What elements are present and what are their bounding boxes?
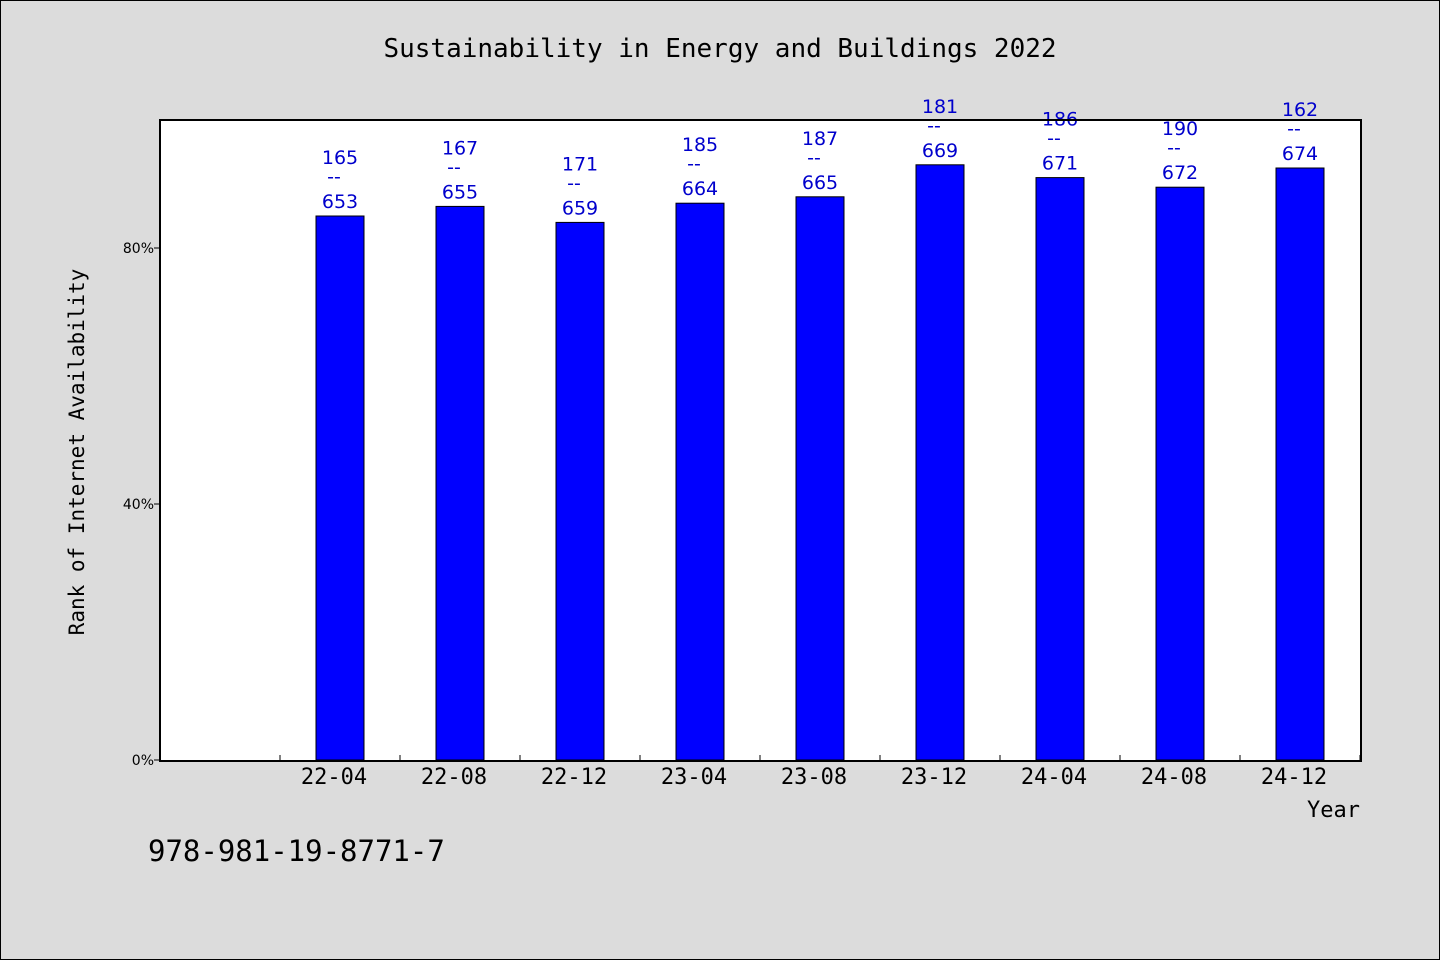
data-label-separator: -- — [927, 115, 941, 137]
bar — [315, 215, 365, 761]
data-label-separator: -- — [567, 172, 581, 194]
data-label-separator: -- — [1047, 128, 1061, 150]
x-tick-label: 23-04 — [661, 765, 727, 790]
data-label-separator: -- — [447, 156, 461, 178]
data-label-bottom: 671 — [1042, 153, 1078, 175]
data-label-top: 185 — [682, 134, 718, 156]
y-tick-label: 0% — [132, 753, 154, 769]
data-label-separator: -- — [687, 153, 701, 175]
bar — [435, 205, 485, 761]
x-tick-label: 24-04 — [1021, 765, 1087, 790]
data-label-separator: -- — [1287, 118, 1301, 140]
plot-border — [159, 119, 1362, 762]
data-label-bottom: 672 — [1162, 162, 1198, 184]
y-tick-label: 80% — [123, 241, 154, 257]
x-tick-label: 23-08 — [781, 765, 847, 790]
data-label-top: 181 — [922, 96, 958, 118]
data-label-separator: -- — [327, 166, 341, 188]
bar — [915, 164, 965, 761]
data-label-separator: -- — [1167, 137, 1181, 159]
data-label-bottom: 674 — [1282, 143, 1318, 165]
x-tick-label: 23-12 — [901, 765, 967, 790]
data-label-bottom: 669 — [922, 140, 958, 162]
x-axis-label: Year — [1307, 798, 1360, 823]
bar — [555, 221, 605, 761]
bar — [1035, 177, 1085, 761]
isbn-text: 978-981-19-8771-7 — [148, 834, 445, 868]
data-label-separator: -- — [807, 147, 821, 169]
data-label-bottom: 655 — [442, 181, 478, 203]
bar — [675, 202, 725, 761]
x-tick-label: 22-04 — [301, 765, 367, 790]
data-label-top: 162 — [1282, 99, 1318, 121]
x-tick-label: 24-08 — [1141, 765, 1207, 790]
bar — [1275, 167, 1325, 761]
data-label-top: 187 — [802, 128, 838, 150]
y-axis-label: Rank of Internet Availability — [65, 269, 89, 636]
chart-title: Sustainability in Energy and Buildings 2… — [383, 34, 1057, 64]
x-tick-label: 22-08 — [421, 765, 487, 790]
y-tick-label: 40% — [123, 497, 154, 513]
data-label-top: 165 — [322, 147, 358, 169]
data-label-bottom: 664 — [682, 178, 718, 200]
x-tick-label: 24-12 — [1261, 765, 1327, 790]
data-label-top: 190 — [1162, 118, 1198, 140]
data-label-bottom: 665 — [802, 172, 838, 194]
bar — [795, 196, 845, 761]
data-label-bottom: 653 — [322, 191, 358, 213]
bar — [1155, 186, 1205, 761]
data-label-top: 171 — [562, 153, 598, 175]
data-label-top: 167 — [442, 137, 478, 159]
x-tick-label: 22-12 — [541, 765, 607, 790]
data-label-bottom: 659 — [562, 197, 598, 219]
